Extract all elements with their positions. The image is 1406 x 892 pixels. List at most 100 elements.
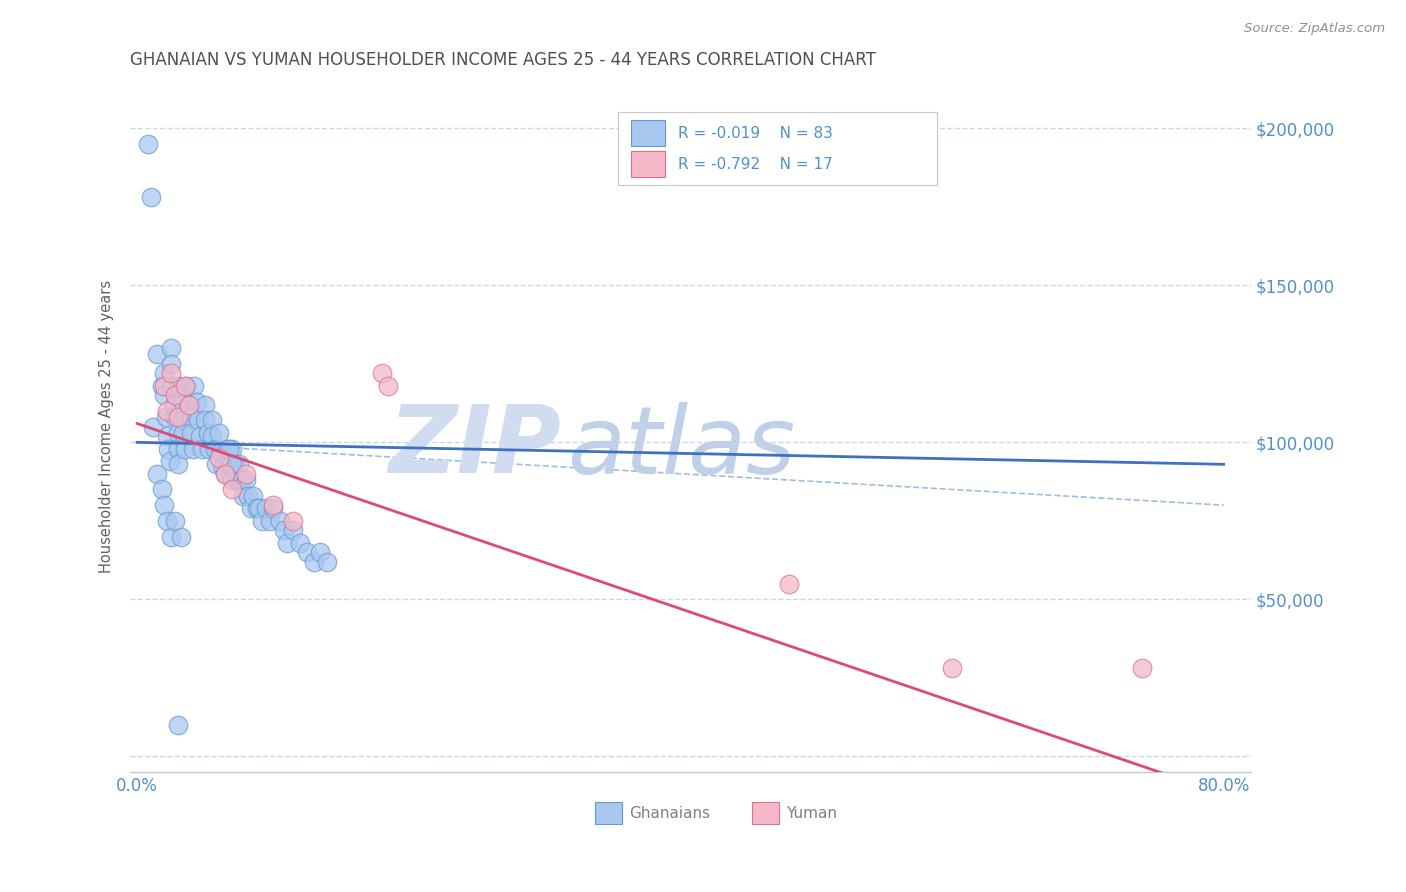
- FancyBboxPatch shape: [617, 112, 936, 185]
- Text: R = -0.019    N = 83: R = -0.019 N = 83: [678, 126, 834, 141]
- Point: [160, 357, 183, 371]
- Point: [173, 379, 195, 393]
- Point: [163, 398, 186, 412]
- Point: [142, 419, 165, 434]
- Point: [170, 413, 193, 427]
- Point: [160, 341, 183, 355]
- Point: [283, 523, 305, 537]
- Point: [197, 425, 219, 440]
- Point: [288, 536, 311, 550]
- Point: [156, 514, 179, 528]
- Point: [186, 394, 208, 409]
- Point: [205, 458, 228, 472]
- Bar: [752, 802, 779, 824]
- Point: [188, 429, 211, 443]
- Point: [211, 460, 233, 475]
- Point: [295, 545, 318, 559]
- Point: [160, 529, 183, 543]
- Point: [231, 473, 253, 487]
- Point: [198, 442, 221, 456]
- Point: [221, 442, 243, 456]
- Point: [235, 467, 257, 481]
- Point: [165, 388, 187, 402]
- Point: [302, 555, 325, 569]
- Point: [316, 555, 339, 569]
- Point: [218, 442, 240, 456]
- Point: [194, 413, 217, 427]
- Point: [232, 489, 254, 503]
- Text: ZIP: ZIP: [389, 401, 562, 493]
- Point: [209, 444, 232, 458]
- Point: [180, 410, 202, 425]
- Point: [309, 545, 332, 559]
- Bar: [631, 120, 665, 146]
- Point: [247, 501, 270, 516]
- Point: [283, 514, 305, 528]
- Point: [146, 347, 169, 361]
- Point: [259, 514, 281, 528]
- Point: [157, 442, 180, 456]
- Point: [153, 388, 176, 402]
- Point: [159, 454, 181, 468]
- Y-axis label: Householder Income Ages 25 - 44 years: Householder Income Ages 25 - 44 years: [100, 280, 114, 574]
- Point: [207, 425, 229, 440]
- Point: [187, 413, 209, 427]
- Point: [177, 398, 200, 412]
- Point: [155, 410, 177, 425]
- Text: R = -0.792    N = 17: R = -0.792 N = 17: [678, 157, 832, 172]
- Point: [214, 467, 236, 481]
- Point: [204, 442, 226, 456]
- Point: [370, 366, 392, 380]
- Point: [242, 489, 264, 503]
- Point: [165, 410, 187, 425]
- Point: [169, 398, 191, 412]
- Point: [172, 425, 194, 440]
- Text: Source: ZipAtlas.com: Source: ZipAtlas.com: [1244, 22, 1385, 36]
- Bar: [595, 802, 623, 824]
- Text: Ghanaians: Ghanaians: [628, 805, 710, 821]
- Point: [139, 190, 162, 204]
- Point: [167, 379, 190, 393]
- Point: [262, 498, 284, 512]
- Point: [201, 413, 224, 427]
- Point: [250, 514, 273, 528]
- Point: [273, 523, 295, 537]
- Point: [228, 458, 250, 472]
- Point: [150, 379, 173, 393]
- Point: [180, 425, 202, 440]
- Point: [153, 498, 176, 512]
- Point: [167, 425, 190, 440]
- Point: [207, 451, 229, 466]
- Point: [194, 398, 217, 412]
- Point: [136, 137, 159, 152]
- Point: [214, 467, 236, 481]
- Point: [246, 501, 269, 516]
- Point: [221, 473, 243, 487]
- Point: [276, 536, 298, 550]
- Point: [165, 514, 187, 528]
- Point: [221, 458, 243, 472]
- Text: GHANAIAN VS YUMAN HOUSEHOLDER INCOME AGES 25 - 44 YEARS CORRELATION CHART: GHANAIAN VS YUMAN HOUSEHOLDER INCOME AGE…: [131, 51, 876, 69]
- Point: [201, 429, 224, 443]
- Point: [215, 442, 238, 456]
- Point: [221, 483, 243, 497]
- Text: Yuman: Yuman: [786, 805, 837, 821]
- Point: [177, 398, 200, 412]
- Point: [156, 404, 179, 418]
- Point: [169, 529, 191, 543]
- Point: [153, 366, 176, 380]
- Point: [377, 379, 399, 393]
- Point: [167, 458, 190, 472]
- Point: [146, 467, 169, 481]
- Point: [183, 379, 205, 393]
- Point: [778, 576, 800, 591]
- Point: [269, 514, 291, 528]
- Point: [941, 661, 963, 675]
- Point: [191, 442, 214, 456]
- Point: [181, 442, 204, 456]
- Point: [1130, 661, 1153, 675]
- Point: [150, 483, 173, 497]
- Point: [153, 379, 176, 393]
- Point: [167, 410, 190, 425]
- Point: [173, 442, 195, 456]
